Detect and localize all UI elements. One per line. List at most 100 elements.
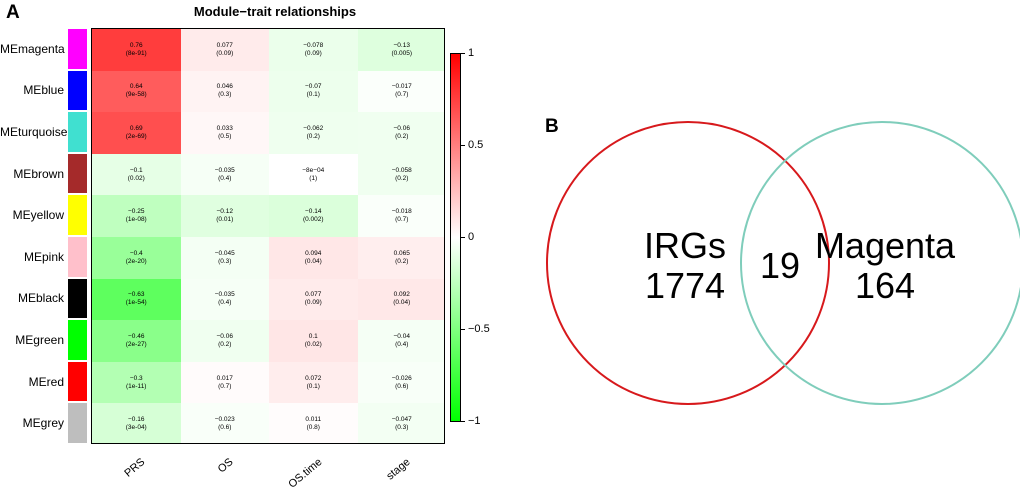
cell-pvalue: (0.4): [395, 340, 409, 348]
heatmap-cell: −0.04 (0.4): [357, 320, 444, 362]
cell-pvalue: (0.7): [218, 382, 232, 390]
venn-overlap-count: 19: [759, 245, 801, 286]
cell-pvalue: (3e-04): [125, 424, 147, 432]
heatmap-cell: −0.062 (0.2): [269, 112, 358, 154]
cell-correlation: 0.077: [305, 291, 322, 299]
cell-pvalue: (0.02): [127, 174, 145, 182]
cell-correlation: 0.69: [129, 124, 143, 132]
venn-right-name: Magenta: [814, 225, 956, 266]
venn-circle-magenta: [740, 121, 1020, 405]
cell-pvalue: (0.04): [304, 257, 322, 265]
cell-correlation: −0.4: [129, 249, 143, 257]
cell-pvalue: (0.04): [393, 299, 411, 307]
heatmap-cell: −0.017 (0.7): [357, 70, 444, 113]
cell-correlation: −0.25: [128, 208, 145, 216]
heatmap-cell: −0.46 (2e-27): [92, 320, 181, 362]
cell-correlation: 0.64: [129, 83, 143, 91]
color-scale-tick: [461, 145, 465, 146]
heatmap-cell: 0.69 (2e-69): [92, 112, 181, 154]
heatmap-cell: 0.065 (0.2): [357, 237, 444, 279]
venn-right-count: 164: [854, 265, 916, 306]
heatmap-cell: 0.094 (0.04): [269, 237, 358, 279]
heatmap-cell: −0.06 (0.2): [357, 112, 444, 154]
heatmap-cell: −0.63 (1e-54): [92, 278, 181, 321]
cell-pvalue: (0.3): [218, 91, 232, 99]
cell-correlation: −0.12: [216, 208, 233, 216]
cell-correlation: 0.065: [393, 249, 410, 257]
module-swatch: [68, 361, 87, 402]
cell-correlation: −0.045: [214, 249, 235, 257]
cell-correlation: 0.072: [305, 374, 322, 382]
cell-pvalue: (0.4): [218, 174, 232, 182]
heatmap-cell: 0.76 (8e-91): [92, 29, 181, 71]
heatmap-cell: −0.14 (0.002): [269, 195, 358, 237]
cell-pvalue: (1e-54): [125, 299, 147, 307]
cell-pvalue: (0.09): [216, 49, 234, 57]
cell-correlation: −0.062: [303, 124, 324, 132]
heatmap-cell: −0.035 (0.4): [180, 153, 269, 196]
heatmap-cell: 0.077 (0.09): [180, 29, 269, 71]
row-label: MEgreen: [15, 333, 64, 347]
cell-correlation: 0.1: [308, 332, 318, 340]
row-label: MEmagenta: [0, 41, 65, 56]
heatmap-cell: −0.4 (2e-20): [92, 237, 181, 279]
heatmap-cell: −0.07 (0.1): [269, 70, 358, 113]
cell-correlation: −0.026: [391, 374, 412, 382]
color-scale-bar: [450, 53, 461, 422]
heatmap-cell: 0.077 (0.09): [269, 278, 358, 321]
cell-pvalue: (0.6): [218, 424, 232, 432]
heatmap-cell: −0.12 (0.01): [180, 195, 269, 237]
cell-correlation: −0.023: [214, 416, 235, 424]
heatmap-cell: 0.072 (0.1): [269, 361, 358, 404]
heatmap-cell: −8e−04 (1): [269, 153, 358, 196]
cell-correlation: −8e−04: [302, 166, 325, 174]
cell-pvalue: (0.3): [395, 424, 409, 432]
cell-pvalue: (0.02): [304, 340, 322, 348]
cell-pvalue: (0.1): [306, 91, 320, 99]
cell-correlation: 0.033: [216, 124, 233, 132]
cell-pvalue: (0.2): [395, 257, 409, 265]
cell-correlation: −0.14: [305, 208, 322, 216]
cell-correlation: −0.078: [303, 41, 324, 49]
cell-pvalue: (0.6): [395, 382, 409, 390]
color-scale-tick-label: 0.5: [468, 139, 484, 151]
heatmap-cell: 0.033 (0.5): [180, 112, 269, 154]
heatmap-cell: −0.026 (0.6): [357, 361, 444, 404]
color-scale-tick-label: 0: [468, 231, 475, 243]
cell-pvalue: (0.7): [395, 216, 409, 224]
cell-pvalue: (0.4): [218, 299, 232, 307]
heatmap-cell: −0.047 (0.3): [357, 403, 444, 443]
module-swatch: [68, 403, 87, 443]
heatmap-cell: 0.092 (0.04): [357, 278, 444, 321]
cell-correlation: −0.035: [214, 291, 235, 299]
cell-correlation: −0.018: [391, 208, 412, 216]
heatmap-cell: −0.023 (0.6): [180, 403, 269, 443]
row-label: MEpink: [23, 249, 64, 264]
heatmap-grid: 0.76 (8e-91) 0.077 (0.09) −0.078 (0.09) −0.13(…: [91, 28, 445, 444]
row-label: MEbrown: [13, 166, 64, 181]
cell-pvalue: (0.8): [306, 424, 320, 432]
heatmap-cell: −0.3 (1e-11): [92, 361, 181, 404]
heatmap-cell: −0.16 (3e-04): [92, 403, 181, 443]
cell-correlation: −0.058: [391, 166, 412, 174]
row-label: MEgrey: [22, 416, 64, 431]
cell-correlation: −0.04: [393, 332, 410, 340]
cell-correlation: −0.017: [391, 83, 412, 91]
module-swatch: [68, 237, 87, 277]
cell-correlation: 0.017: [216, 374, 233, 382]
cell-correlation: 0.76: [129, 41, 143, 49]
panel-b-letter: B: [545, 116, 559, 137]
heatmap-cell: −0.035 (0.4): [180, 278, 269, 321]
module-swatch: [68, 112, 87, 152]
cell-pvalue: (1e-08): [125, 216, 147, 224]
row-label: MEred: [28, 374, 64, 389]
cell-correlation: 0.077: [216, 41, 233, 49]
heatmap-title: Module−trait relationships: [193, 4, 357, 19]
module-swatch: [68, 29, 87, 69]
cell-pvalue: (2e-27): [125, 340, 147, 348]
color-scale-tick: [461, 421, 465, 422]
color-scale-tick-label: 1: [468, 47, 475, 59]
cell-correlation: 0.046: [216, 83, 233, 91]
module-swatch: [68, 320, 87, 360]
